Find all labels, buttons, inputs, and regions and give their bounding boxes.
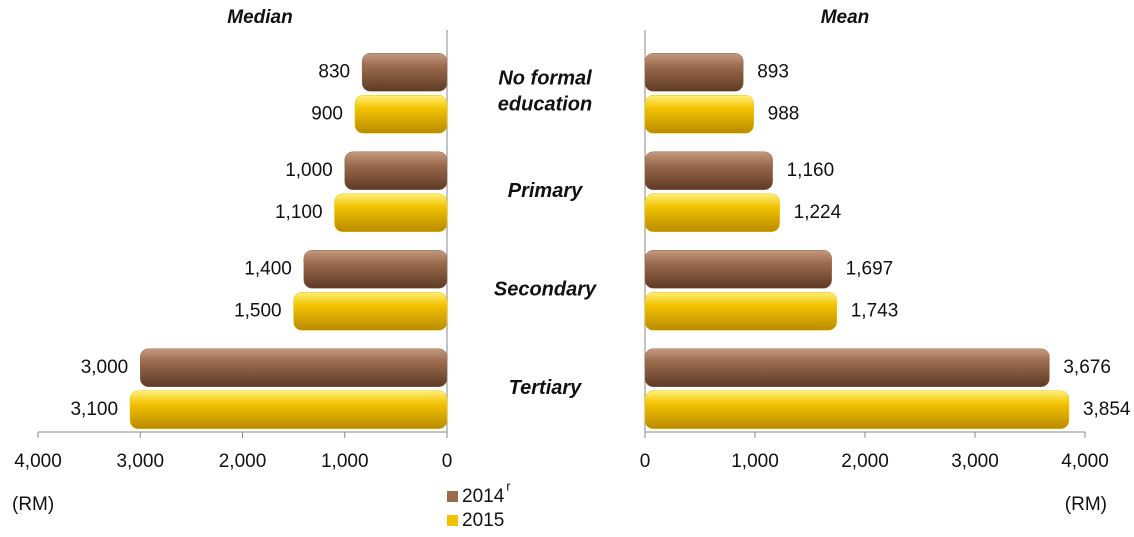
bar	[644, 151, 773, 190]
category-line: education	[498, 94, 592, 116]
value-label: 1,000	[285, 160, 333, 181]
x-tick-label: 3,000	[951, 451, 999, 472]
bar	[140, 348, 448, 387]
category-line: No formal	[498, 68, 592, 90]
category-label: Secondary	[494, 279, 597, 301]
value-label: 3,854	[1083, 399, 1131, 420]
x-tick-label: 4,000	[1061, 451, 1109, 472]
x-axis-label: (RM)	[12, 494, 54, 515]
legend-label: 2014	[462, 486, 505, 507]
bar	[644, 292, 837, 331]
legend-swatch	[447, 515, 458, 526]
bar	[334, 193, 448, 232]
bar	[644, 250, 832, 289]
x-tick-label: 1,000	[321, 451, 369, 472]
x-tick-label: 0	[640, 451, 651, 472]
value-label: 1,160	[787, 160, 835, 181]
category-label: Primary	[508, 180, 583, 202]
value-label: 988	[768, 103, 800, 124]
bar	[129, 390, 448, 429]
x-tick-label: 4,000	[14, 451, 62, 472]
legend-label: 2015	[462, 510, 504, 531]
bar	[644, 95, 754, 134]
x-tick-label: 2,000	[219, 451, 267, 472]
bar	[361, 53, 448, 92]
value-label: 830	[318, 61, 350, 82]
bar	[644, 348, 1050, 387]
bar	[293, 292, 448, 331]
value-label: 900	[311, 103, 343, 124]
x-tick-label: 1,000	[731, 451, 779, 472]
value-label: 1,224	[794, 202, 842, 223]
category-label: Tertiary	[509, 377, 583, 399]
value-label: 1,400	[244, 258, 292, 279]
bar	[344, 151, 448, 190]
chart-title: Mean	[821, 7, 870, 28]
bar	[644, 193, 780, 232]
chart-title: Median	[227, 7, 292, 28]
value-label: 3,676	[1063, 357, 1111, 378]
value-label: 1,697	[846, 258, 894, 279]
x-tick-label: 3,000	[116, 451, 164, 472]
x-tick-label: 2,000	[841, 451, 889, 472]
value-label: 893	[757, 61, 789, 82]
legend-swatch	[447, 491, 458, 502]
value-label: 3,000	[81, 357, 129, 378]
category-label: No formal education	[498, 68, 592, 116]
value-label: 1,100	[275, 202, 323, 223]
bar	[644, 53, 744, 92]
legend-note: r	[506, 478, 511, 493]
value-label: 1,743	[851, 300, 899, 321]
bar	[354, 95, 448, 134]
bar	[303, 250, 448, 289]
x-tick-label: 0	[442, 451, 453, 472]
bar	[644, 390, 1070, 429]
x-axis-label: (RM)	[1065, 494, 1107, 515]
value-label: 3,100	[70, 399, 118, 420]
value-label: 1,500	[234, 300, 282, 321]
